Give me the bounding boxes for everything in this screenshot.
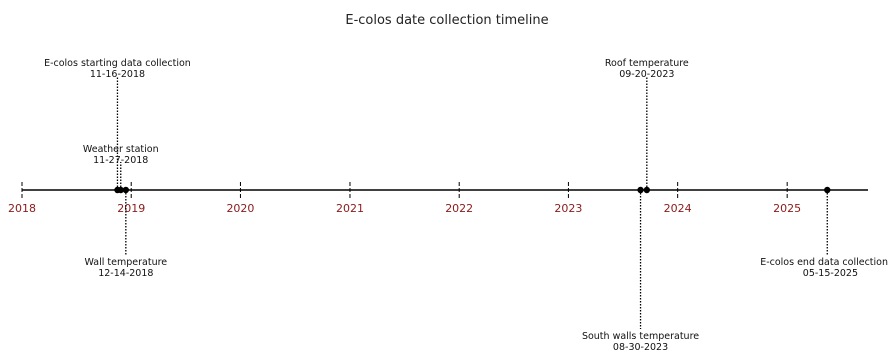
tick-layer: 2018 2019 2020 2021 2022 2023 2024 2025 bbox=[8, 182, 801, 215]
x-tick-label-2024: 2024 bbox=[664, 202, 692, 215]
event-date-5: 05-15-2025 bbox=[803, 268, 858, 279]
x-tick-label-2023: 2023 bbox=[554, 202, 582, 215]
event-date-3: 08-30-2023 bbox=[613, 342, 668, 353]
event-label-1: Weather station bbox=[83, 144, 159, 155]
event-date-4: 09-20-2023 bbox=[619, 69, 674, 80]
event-date-2: 12-14-2018 bbox=[98, 268, 153, 279]
event-label-2: Wall temperature bbox=[85, 257, 168, 268]
x-tick-label-2025: 2025 bbox=[773, 202, 801, 215]
event-label-5: E-colos end data collection bbox=[760, 257, 888, 268]
event-label-4: Roof temperature bbox=[605, 58, 689, 69]
event-label-0: E-colos starting data collection bbox=[44, 58, 191, 69]
event-marker-5 bbox=[824, 186, 831, 194]
event-marker-4 bbox=[643, 186, 651, 194]
x-tick-label-2020: 2020 bbox=[226, 202, 254, 215]
x-tick-label-2021: 2021 bbox=[336, 202, 364, 215]
x-tick-label-2019: 2019 bbox=[117, 202, 145, 215]
event-date-0: 11-16-2018 bbox=[90, 69, 145, 80]
events-layer: E-colos starting data collection11-16-20… bbox=[44, 58, 888, 353]
x-tick-label-2022: 2022 bbox=[445, 202, 473, 215]
event-date-1: 11-27-2018 bbox=[93, 155, 148, 166]
event-marker-2 bbox=[122, 186, 130, 194]
event-marker-1 bbox=[117, 186, 124, 194]
x-tick-label-2018: 2018 bbox=[8, 202, 36, 215]
event-label-3: South walls temperature bbox=[582, 331, 699, 342]
event-marker-3 bbox=[637, 186, 644, 194]
chart-title: E-colos date collection timeline bbox=[345, 13, 548, 28]
